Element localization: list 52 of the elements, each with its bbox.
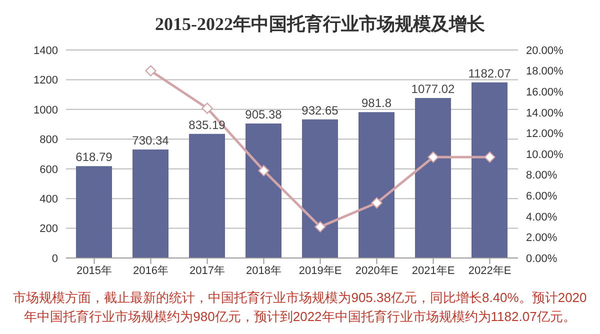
point <box>202 102 213 114</box>
point <box>484 152 496 163</box>
y2-tick-label: 2.00% <box>526 232 558 244</box>
y2-tick-label: 6.00% <box>526 190 558 203</box>
chart-title: 2015-2022年中国托育行业市场规模及增长 <box>154 13 486 36</box>
data-label: 835.19 <box>188 118 226 132</box>
data-label: 981.8 <box>361 96 392 110</box>
y2-tick-label: 20.00% <box>526 44 564 57</box>
y2-tick-label: 18.00% <box>526 66 564 78</box>
y-tick-label: 0 <box>52 252 58 265</box>
y-tick-label: 1000 <box>34 104 58 116</box>
bar <box>358 112 394 258</box>
point <box>428 152 439 163</box>
y2-tick-label: 10.00% <box>526 148 564 161</box>
data-label: 932.65 <box>302 103 339 118</box>
bar <box>132 149 168 258</box>
bar <box>472 82 508 258</box>
bar <box>189 134 225 258</box>
x-tick-label: 2015年 <box>76 264 112 277</box>
data-label: 618.79 <box>76 150 113 164</box>
point <box>371 197 382 208</box>
x-tick-label: 2019年E <box>298 264 342 277</box>
point <box>145 65 156 76</box>
bar <box>246 123 282 258</box>
y2-tick-label: 12.00% <box>526 128 564 140</box>
y-tick-label: 800 <box>40 134 58 146</box>
bar <box>415 98 451 258</box>
bar <box>76 166 112 258</box>
point <box>258 165 270 176</box>
x-tick-label: 2021年E <box>412 264 455 277</box>
y2-tick-label: 16.00% <box>526 86 564 99</box>
data-label: 1077.02 <box>411 82 456 96</box>
x-tick-label: 2022年E <box>468 264 512 277</box>
point <box>314 221 326 232</box>
y-tick-label: 600 <box>40 164 58 176</box>
y-tick-label: 200 <box>40 223 58 236</box>
y-tick-label: 1200 <box>34 74 58 87</box>
text: 市场规模方面，截止最新的统计，中国托育行业市场规模为905.38亿元，同比增长8.40%。预计2020年中国托育行业市场规模约为980亿元，预计到2022年中国托育行业市场规模约为1182.07亿元。 <box>12 289 588 326</box>
y2-tick-label: 14.00% <box>526 107 564 120</box>
x-tick-label: 2018年 <box>246 264 282 277</box>
x-tick-label: 2016年 <box>133 264 168 277</box>
x-tick-label: 2020年E <box>355 264 398 277</box>
bar <box>302 119 338 258</box>
data-label: 1182.07 <box>468 66 512 80</box>
y-tick-label: 1400 <box>34 44 58 57</box>
y2-tick-label: 4.00% <box>526 211 558 224</box>
x-tick-label: 2017年 <box>190 264 225 277</box>
y-tick-label: 400 <box>40 193 58 206</box>
y2-tick-label: 8.00% <box>526 170 558 182</box>
data-label: 730.34 <box>132 133 170 148</box>
y2-tick-label: 0.00% <box>526 252 558 265</box>
data-label: 905.38 <box>245 107 282 122</box>
